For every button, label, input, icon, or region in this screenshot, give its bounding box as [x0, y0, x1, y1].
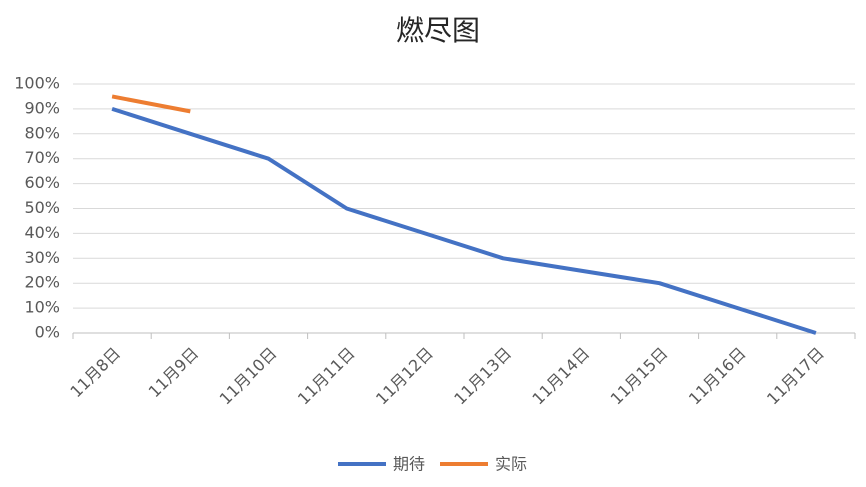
x-tick-label: 11月8日 [66, 344, 124, 402]
y-tick-label: 80% [24, 123, 60, 142]
y-tick-label: 70% [24, 148, 60, 167]
x-tick-label: 11月17日 [763, 344, 828, 409]
y-tick-label: 30% [24, 248, 60, 267]
chart-title: 燃尽图 [396, 14, 480, 47]
x-tick-label: 11月13日 [450, 344, 515, 409]
y-tick-label: 90% [24, 98, 60, 117]
x-tick-label: 11月16日 [685, 344, 750, 409]
y-tick-label: 60% [24, 173, 60, 192]
legend-label: 实际 [495, 455, 527, 474]
y-tick-label: 40% [24, 223, 60, 242]
x-tick-label: 11月9日 [145, 344, 203, 402]
x-tick-label: 11月11日 [294, 344, 359, 409]
y-tick-label: 100% [14, 74, 60, 93]
y-tick-label: 50% [24, 198, 60, 217]
y-tick-label: 10% [24, 298, 60, 317]
series-line [111, 106, 817, 335]
y-tick-label: 0% [35, 323, 60, 342]
x-tick-label: 11月14日 [528, 344, 593, 409]
x-tick-label: 11月15日 [607, 344, 672, 409]
y-tick-label: 20% [24, 273, 60, 292]
x-tick-label: 11月10日 [216, 344, 281, 409]
series-line [111, 94, 191, 114]
x-tick-label: 11月12日 [372, 344, 437, 409]
legend-label: 期待 [393, 455, 425, 474]
